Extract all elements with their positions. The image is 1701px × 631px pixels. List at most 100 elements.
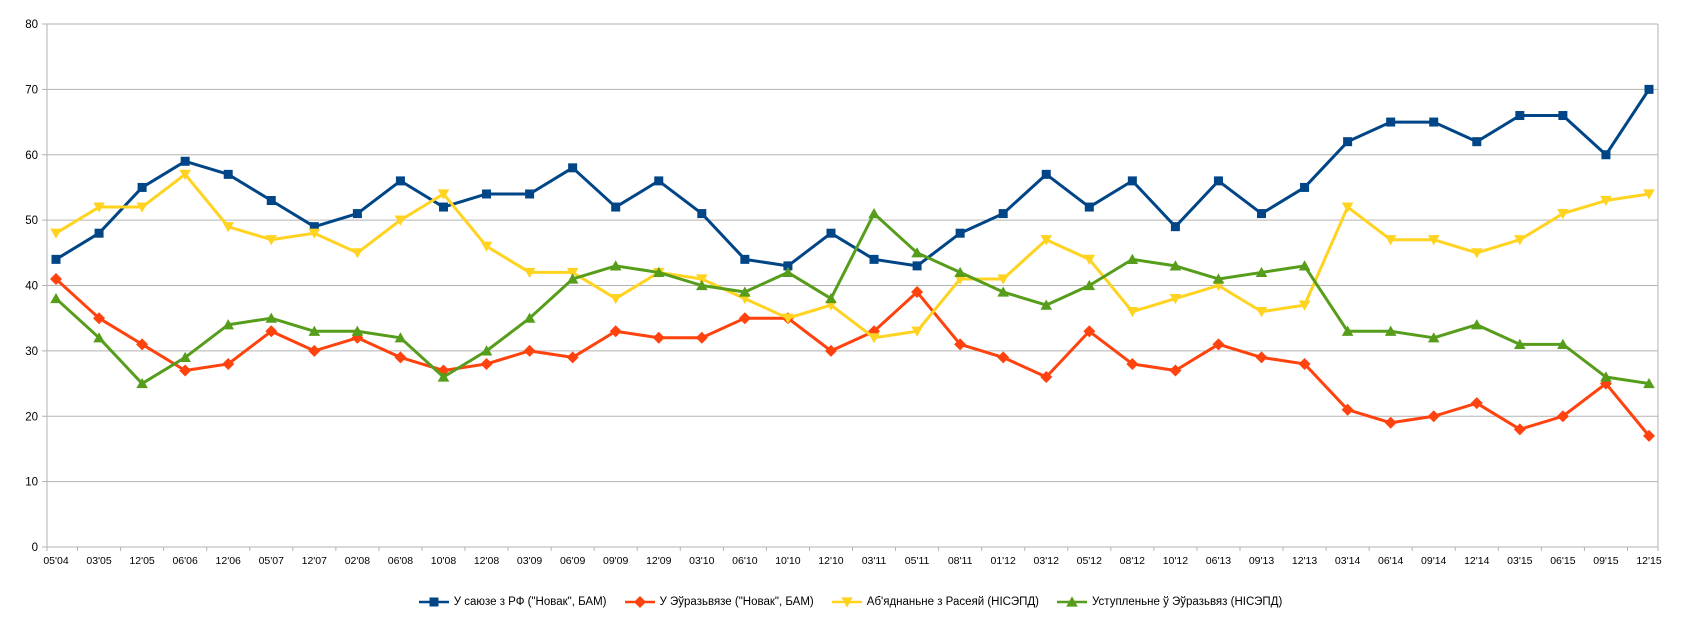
data-point [609, 260, 622, 271]
x-tick-label: 09'15 [1593, 555, 1619, 567]
x-tick-label: 12'05 [129, 555, 155, 567]
data-point [912, 261, 922, 271]
series-3 [50, 207, 1655, 389]
x-tick-label: 06'13 [1206, 555, 1232, 567]
data-point [1643, 377, 1655, 389]
legend-label: Аб'яднаньне з Расеяй (НІСЭПД) [866, 596, 1040, 608]
data-point [93, 332, 105, 343]
data-point [568, 163, 578, 173]
data-point [1040, 299, 1053, 310]
x-tick-label: 03'05 [86, 555, 112, 567]
x-tick-label: 10'12 [1163, 555, 1189, 567]
data-point [394, 351, 407, 364]
data-point [1427, 410, 1440, 423]
series-line [55, 172, 1650, 340]
data-point [566, 267, 579, 279]
data-point [1255, 266, 1268, 278]
data-point [1255, 351, 1268, 364]
data-point [525, 189, 535, 199]
y-tick-label: 30 [25, 346, 38, 358]
data-point [480, 345, 493, 356]
data-point [997, 351, 1010, 364]
data-point [1083, 254, 1096, 265]
data-point [482, 189, 492, 199]
data-point [523, 312, 536, 323]
data-point [1343, 137, 1353, 147]
data-point [1470, 397, 1483, 410]
data-point [1084, 202, 1094, 212]
data-point [1601, 150, 1611, 160]
data-point [137, 182, 147, 192]
data-point [1427, 332, 1440, 343]
data-point [308, 344, 321, 357]
data-point [911, 286, 924, 299]
x-tick-label: 10'10 [775, 555, 801, 567]
legend-item-3: Уступленьне ў Эўразьвяз (НІСЭПД) [1057, 595, 1282, 609]
data-point [1558, 111, 1568, 121]
data-point [697, 209, 707, 219]
data-point [566, 351, 579, 364]
x-tick-label: 06'08 [388, 555, 414, 567]
data-point [523, 267, 536, 279]
data-point [136, 377, 148, 389]
data-point [50, 228, 62, 239]
data-point [1384, 325, 1397, 336]
data-point [1427, 235, 1440, 246]
data-point [739, 286, 751, 297]
data-point [911, 247, 923, 258]
data-point [523, 344, 536, 357]
x-tick-label: 05'11 [905, 555, 930, 567]
data-point [1341, 202, 1354, 213]
chart-legend: У саюзе з РФ ("Новак", БАМ) У Эўразьвязе … [0, 595, 1701, 609]
data-point [1300, 182, 1310, 192]
data-point [1514, 338, 1526, 349]
data-point [1083, 279, 1096, 291]
data-point [1257, 209, 1267, 219]
data-point [1600, 195, 1612, 207]
data-point [1514, 235, 1526, 246]
data-point [738, 312, 751, 325]
legend-label: Уступленьне ў Эўразьвяз (НІСЭПД) [1092, 596, 1283, 608]
data-point [1470, 319, 1483, 330]
data-point [94, 228, 104, 238]
data-point [1556, 410, 1569, 423]
data-point [1126, 357, 1139, 370]
x-tick-label: 03'10 [689, 555, 715, 567]
data-point [868, 333, 880, 344]
series-line [55, 88, 1651, 268]
data-point [954, 338, 967, 351]
legend-marker-diamond-icon [624, 596, 655, 608]
x-tick-label: 08'12 [1120, 555, 1146, 567]
data-point [480, 357, 493, 370]
y-tick-label: 70 [25, 84, 38, 96]
legend-marker [840, 597, 853, 608]
data-point [1212, 338, 1225, 351]
data-point [783, 261, 793, 271]
data-point [1644, 84, 1654, 94]
data-point [998, 209, 1008, 219]
data-point [480, 241, 493, 252]
x-tick-label: 05'04 [43, 555, 69, 567]
data-point [955, 228, 965, 238]
data-point [179, 169, 191, 180]
data-point [782, 313, 794, 324]
data-point [1384, 416, 1397, 429]
x-tick-label: 12'14 [1464, 555, 1490, 567]
data-point [1169, 364, 1182, 377]
y-tick-label: 40 [25, 281, 38, 293]
x-tick-label: 02'08 [345, 555, 371, 567]
x-tick-label: 03'09 [517, 555, 543, 567]
x-tick-label: 06'06 [172, 555, 198, 567]
data-point [652, 331, 665, 344]
data-point [652, 266, 665, 278]
data-point [1341, 325, 1354, 336]
data-point [1041, 169, 1051, 179]
data-point [179, 351, 191, 363]
data-point [308, 228, 321, 239]
data-point [1083, 325, 1096, 338]
data-point [438, 202, 448, 212]
data-point [1169, 293, 1182, 305]
